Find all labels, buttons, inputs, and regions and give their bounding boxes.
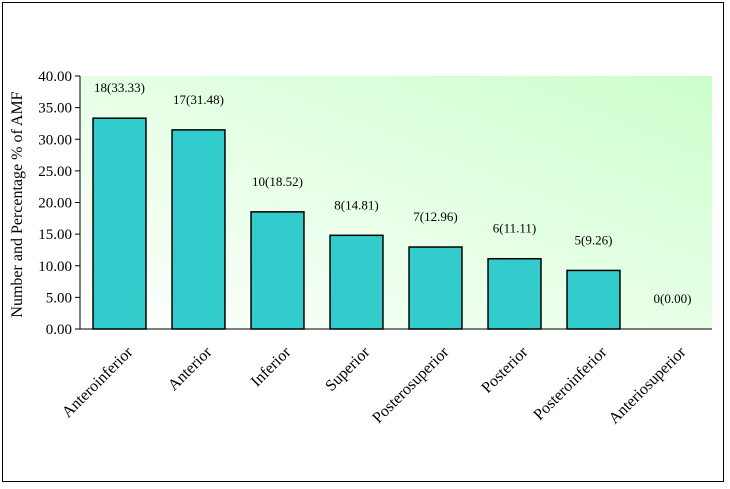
bar-superior — [329, 234, 384, 330]
y-tick-label: 20.00 — [38, 196, 72, 212]
x-category-label: Anterior — [165, 343, 216, 394]
x-category-label: Inferior — [248, 343, 295, 390]
y-tick-label: 15.00 — [38, 227, 72, 243]
bar-inferior — [250, 211, 305, 330]
bar-anterior — [171, 129, 226, 330]
bar-anteroinferior — [92, 117, 147, 330]
y-tick-label: 0.00 — [46, 322, 72, 338]
data-label: 8(14.81) — [334, 197, 378, 212]
bars — [92, 117, 621, 330]
x-axis-categories: Anteroinferior Anterior Inferior SuperiorPo… — [59, 343, 690, 427]
y-axis: 0.00 5.00 10.00 15.00 20.00 25.00 30.00 35.00 40… — [38, 69, 80, 338]
bar-posteroinferior — [566, 269, 621, 330]
data-label: 0(0.00) — [654, 291, 692, 306]
y-tick-label: 35.00 — [38, 101, 72, 117]
data-label: 17(31.48) — [173, 92, 224, 107]
y-tick-label: 40.00 — [38, 69, 72, 85]
bar-posterior — [487, 257, 542, 330]
y-tick-label: 25.00 — [38, 164, 72, 180]
x-category-label: Anteriosuperior — [606, 343, 690, 427]
x-category-label: Posterior — [478, 343, 531, 396]
data-label: 7(12.96) — [413, 209, 457, 224]
x-category-label: Anteroinferior — [59, 343, 137, 421]
data-label: 18(33.33) — [94, 80, 145, 95]
data-label: 10(18.52) — [252, 174, 303, 189]
y-tick-label: 5.00 — [46, 290, 72, 306]
x-category-label: Posterosuperior — [369, 343, 453, 427]
x-category-label: Posteroinferior — [530, 343, 610, 423]
data-label: 5(9.26) — [575, 232, 613, 247]
data-label: 6(11.11) — [493, 221, 536, 236]
bar-posterosuperior — [408, 246, 463, 330]
y-axis-label: Number and Percentage % of AMF — [9, 91, 26, 317]
y-tick-label: 10.00 — [38, 259, 72, 275]
data-labels: 18(33.33) 17(31.48) 10(18.52) 8(14.81) 7(12.… — [94, 80, 691, 306]
y-tick-label: 30.00 — [38, 132, 72, 148]
x-category-label: Superior — [322, 343, 373, 394]
